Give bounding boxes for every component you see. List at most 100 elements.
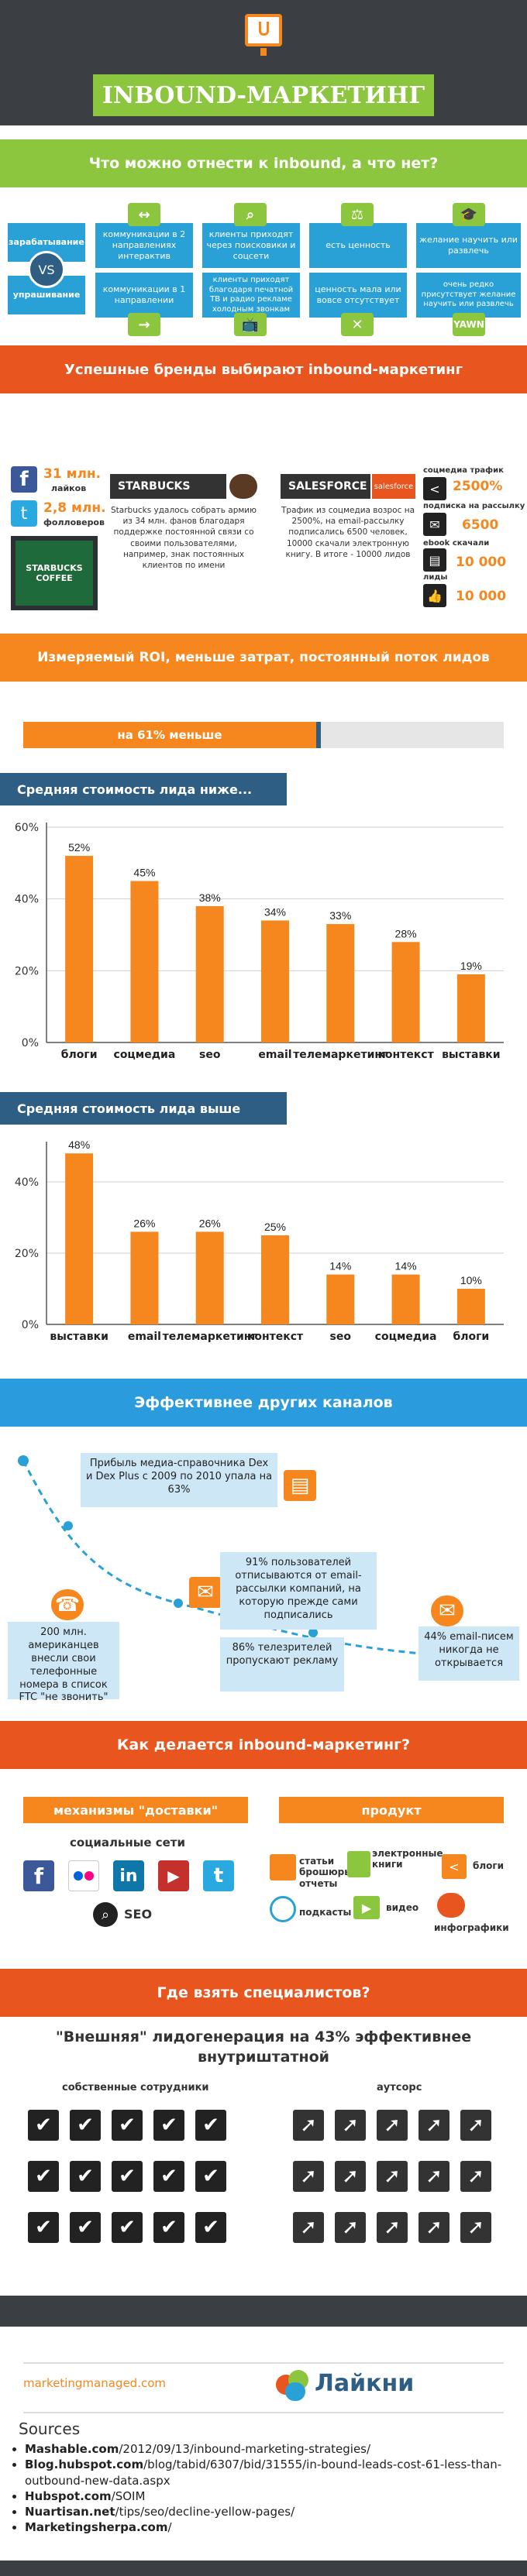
salesforce-name: SALESFORCE xyxy=(281,474,370,499)
starbucks-logo: STARBUCKS COFFEE xyxy=(16,541,93,606)
footer-divider xyxy=(0,2296,527,2327)
bar-value-label: 14% xyxy=(395,1260,417,1273)
brands-panel: f 31 млн. лайков t 2,8 млн. фолловеров S… xyxy=(0,410,527,620)
top-cell-1: коммуникации в 2 направлениях интерактив xyxy=(95,223,193,268)
arrow-up-right-icon: ➚ xyxy=(377,2161,408,2192)
check-icon: ✔ xyxy=(195,2212,226,2243)
source-item[interactable]: Nuartisan.net/tips/seo/decline-yellow-pa… xyxy=(25,2504,512,2519)
header-ribbon: INBOUND-МАРКЕТИНГ xyxy=(93,74,434,116)
arrow-up-right-icon: ➚ xyxy=(418,2110,450,2141)
source-path: / xyxy=(167,2520,172,2535)
likni-logo-icon xyxy=(276,2370,310,2401)
docs-icon xyxy=(270,1854,296,1880)
source-path: /SOIM xyxy=(111,2488,146,2503)
cost-bar-divider xyxy=(316,722,321,748)
product-ribbon: продукт xyxy=(279,1797,504,1823)
x-tick-label: блоги xyxy=(61,1049,98,1061)
facebook-icon: f xyxy=(23,1860,54,1891)
bar-value-label: 14% xyxy=(329,1260,351,1273)
bar xyxy=(130,881,159,1042)
bar-value-label: 38% xyxy=(199,891,221,904)
x-tick-label: email xyxy=(128,1331,161,1343)
sf-stat-value-2: 6500 xyxy=(462,517,499,533)
twitter-icon: t xyxy=(203,1860,234,1891)
check-icon: ✔ xyxy=(112,2212,143,2243)
section3-title: Измеряемый ROI, меньше затрат, постоянны… xyxy=(0,634,527,682)
arrow-up-right-icon: ➚ xyxy=(460,2110,491,2141)
x-tick-label: seo xyxy=(330,1331,352,1343)
ebook-icon xyxy=(347,1851,370,1877)
section1-title: Что можно отнести к inbound, а что нет? xyxy=(0,139,527,187)
flickr-icon xyxy=(68,1860,99,1891)
x-tick-label: соцмедиа xyxy=(375,1331,437,1343)
chart2-title: Средняя стоимость лида выше xyxy=(17,1101,241,1116)
source-item[interactable]: Hubspot.com/SOIM xyxy=(25,2488,512,2504)
check-icon: ✔ xyxy=(70,2212,101,2243)
check-icon: ✔ xyxy=(28,2110,59,2141)
source-item[interactable]: Mashable.com/2012/09/13/inbound-marketin… xyxy=(25,2441,512,2457)
arrow-up-right-icon: ➚ xyxy=(293,2110,324,2141)
fb-stat: 31 млн. xyxy=(43,466,102,482)
starbucks-monitor: STARBUCKS COFFEE xyxy=(11,536,98,610)
starbucks-cup-icon xyxy=(229,474,257,499)
ebook-icon: ▤ xyxy=(423,548,446,572)
arrows-both-icon: ↔ xyxy=(128,203,160,226)
callout-unsubscribe: 91% пользователей отписываются от email-… xyxy=(220,1552,377,1630)
bar-value-label: 45% xyxy=(133,867,155,879)
magnifier-icon: ⌕ xyxy=(93,1902,118,1927)
graduation-cap-icon: 🎓 xyxy=(453,203,485,226)
source-path: /tips/seo/decline-yellow-pages/ xyxy=(115,2505,295,2519)
callout-ftc: 200 млн. американцев внесли свои телефон… xyxy=(8,1622,119,1703)
bar xyxy=(261,920,289,1042)
bar-value-label: 10% xyxy=(460,1274,482,1286)
section6-title: Где взять специалистов? xyxy=(0,1969,527,2017)
share-icon: < xyxy=(442,1854,467,1879)
scales-icon: ⚖ xyxy=(341,203,374,226)
check-icon: ✔ xyxy=(153,2161,184,2192)
section4-title: Эффективнее других каналов xyxy=(0,1379,527,1427)
cost-bar-label: на 61% меньше xyxy=(117,728,222,742)
x-tick-label: выставки xyxy=(50,1331,108,1343)
arrow-up-right-icon: ➚ xyxy=(377,2212,408,2243)
footer-brand: Лайкни xyxy=(315,2370,415,2397)
arrow-up-right-icon: ➚ xyxy=(418,2212,450,2243)
youtube-icon: ▶ xyxy=(158,1860,189,1891)
envelope-icon: ✉ xyxy=(431,1595,463,1626)
product-blogs: блоги xyxy=(473,1860,505,1871)
bar xyxy=(456,974,485,1042)
bar-value-label: 34% xyxy=(264,905,286,918)
bar-value-label: 48% xyxy=(68,1139,90,1151)
arrow-up-right-icon: ➚ xyxy=(460,2161,491,2192)
check-icon: ✔ xyxy=(28,2161,59,2192)
source-domain: Hubspot.com xyxy=(25,2488,112,2503)
bottom-cell-3: ценность мала или вовсе отсутствует xyxy=(309,273,407,318)
salesforce-logo: salesforce xyxy=(372,474,415,499)
section1-panel: зарабатывание упрашивание VS коммуникаци… xyxy=(0,203,527,336)
x-tick-label: телемаркетинг xyxy=(163,1331,257,1343)
yawn-icon: YAWN xyxy=(453,313,485,336)
check-icon: ✔ xyxy=(195,2161,226,2192)
arrow-right-icon: → xyxy=(128,313,160,336)
bottom-cell-2: клиенты приходят благодаря печатной ТВ и… xyxy=(202,273,300,318)
cost-bar-fill: на 61% меньше xyxy=(23,722,316,748)
tv-icon: 📺 xyxy=(234,313,267,336)
arrow-up-right-icon: ➚ xyxy=(418,2161,450,2192)
fb-stat-label: лайков xyxy=(51,483,87,493)
bar xyxy=(261,1235,289,1324)
salesforce-text: Трафик из соцмедиа возрос на 2500%, на e… xyxy=(281,506,415,559)
arrow-up-right-icon: ➚ xyxy=(335,2212,366,2243)
starbucks-text: Starbucks удалось собрать армию из 34 мл… xyxy=(111,506,257,570)
x-tick-label: контекст xyxy=(247,1331,304,1343)
social-title: социальные сети xyxy=(70,1836,186,1850)
source-item[interactable]: Blog.hubspot.com/blog/tabid/6307/bid/315… xyxy=(25,2457,512,2488)
source-domain: Marketingsherpa.com xyxy=(25,2520,168,2535)
search-icon: ⌕ xyxy=(234,203,267,226)
bar xyxy=(130,1231,159,1324)
top-cell-2: клиенты приходят через поисковики и соцс… xyxy=(202,223,300,268)
arrow-up-right-icon: ➚ xyxy=(460,2212,491,2243)
arrow-up-right-icon: ➚ xyxy=(293,2212,324,2243)
check-icon: ✔ xyxy=(153,2212,184,2243)
source-item[interactable]: Marketingsherpa.com/ xyxy=(25,2519,512,2535)
section2-title: Успешные бренды выбирают inbound-маркети… xyxy=(0,345,527,393)
y-tick-label: 20% xyxy=(15,1248,39,1260)
